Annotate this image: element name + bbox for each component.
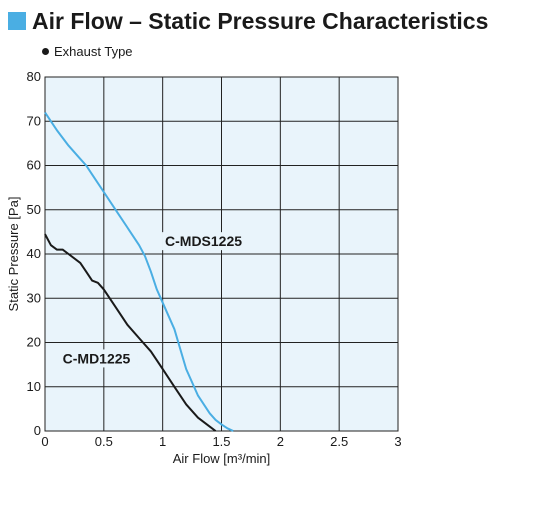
title-square-icon bbox=[8, 12, 26, 30]
bullet-icon bbox=[42, 48, 49, 55]
y-tick-label: 0 bbox=[34, 423, 41, 438]
y-tick-label: 30 bbox=[27, 290, 41, 305]
y-tick-label: 50 bbox=[27, 202, 41, 217]
page-title: Air Flow – Static Pressure Characteristi… bbox=[32, 7, 489, 34]
x-tick-label: 1.5 bbox=[212, 434, 230, 449]
series-annotation-label: C-MD1225 bbox=[63, 350, 131, 366]
y-tick-label: 10 bbox=[27, 379, 41, 394]
x-tick-label: 0.5 bbox=[95, 434, 113, 449]
annotation-background bbox=[162, 232, 250, 251]
x-tick-label: 3 bbox=[394, 434, 401, 449]
y-tick-label: 40 bbox=[27, 246, 41, 261]
subtitle-text: Exhaust Type bbox=[54, 44, 133, 59]
header: Air Flow – Static Pressure Characteristi… bbox=[8, 6, 488, 36]
series-annotation-label: C-MDS1225 bbox=[165, 233, 242, 249]
annotation-background bbox=[59, 349, 138, 368]
subtitle: Exhaust Type bbox=[42, 44, 133, 59]
series-line bbox=[44, 233, 217, 432]
series-line bbox=[44, 111, 234, 432]
y-tick-label: 20 bbox=[27, 335, 41, 350]
x-tick-label: 2 bbox=[277, 434, 284, 449]
y-tick-label: 70 bbox=[27, 113, 41, 128]
y-tick-label: 80 bbox=[27, 69, 41, 84]
x-axis-label: Air Flow [m³/min] bbox=[173, 451, 271, 466]
annotations: C-MDS1225 C-MD1225 bbox=[59, 232, 250, 368]
grid bbox=[44, 76, 399, 432]
y-axis-label: Static Pressure [Pa] bbox=[6, 197, 21, 312]
x-tick-label: 0 bbox=[41, 434, 48, 449]
series-layer bbox=[44, 111, 234, 432]
x-tick-label: 2.5 bbox=[330, 434, 348, 449]
x-tick-label: 1 bbox=[159, 434, 166, 449]
y-tick-label: 60 bbox=[27, 158, 41, 173]
